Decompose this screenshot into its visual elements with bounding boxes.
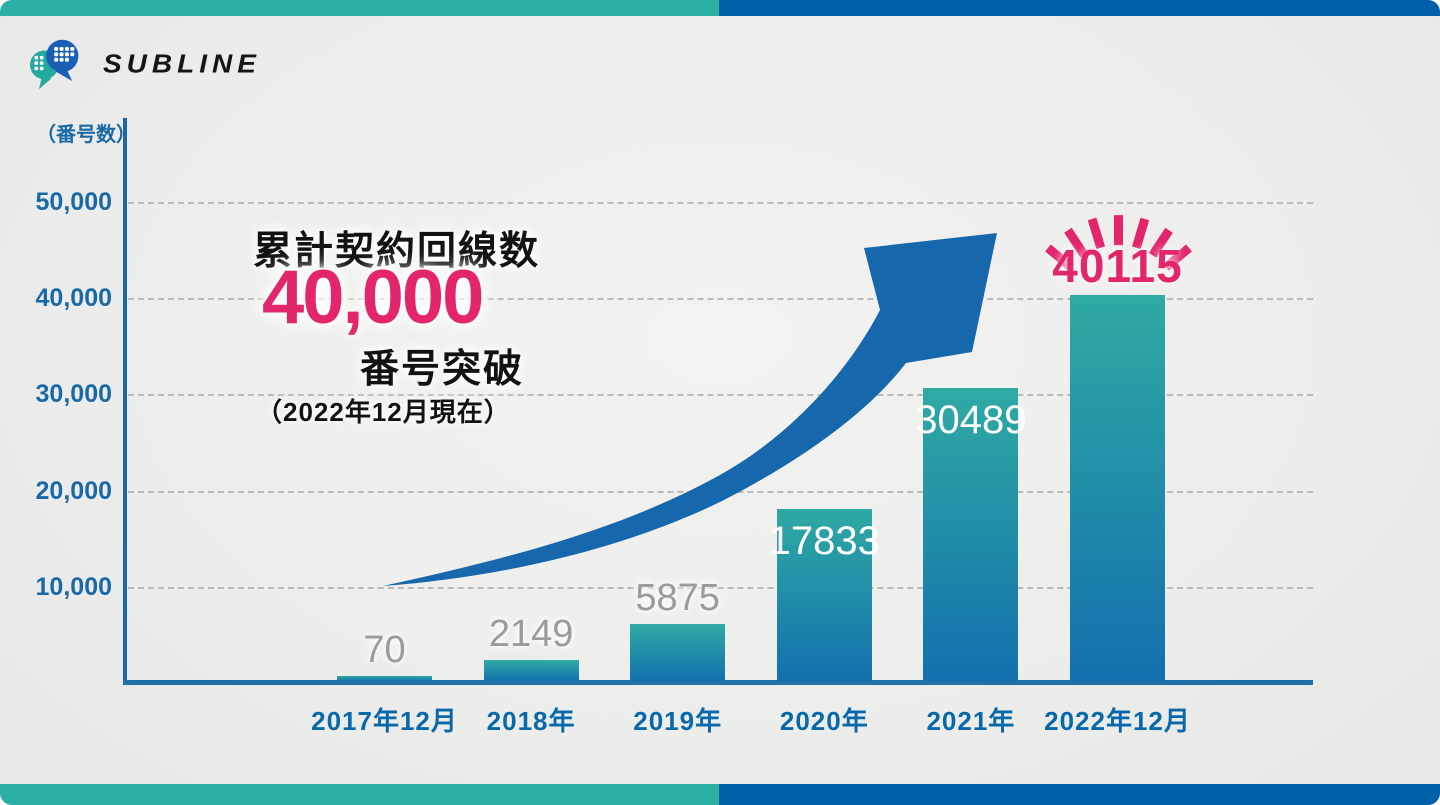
y-tick-label-50000: 50,000: [35, 188, 112, 216]
y-axis-unit-label: （番号数）: [36, 124, 136, 146]
x-tick-label-2018年: 2018年: [486, 706, 576, 736]
value-label-2022年12月: 40115: [1052, 240, 1183, 293]
annotation-highlight-number: 40,000: [262, 255, 484, 340]
bar-2017年12月: [337, 676, 432, 681]
speech-bubbles-keypad-icon: [30, 39, 79, 90]
bar-2019年: [630, 624, 726, 681]
bar-2022年12月: [1070, 295, 1165, 681]
gridline-50000: [128, 202, 1313, 204]
brand-name: SUBLINE: [103, 49, 261, 78]
top-strip-blue-segment: [719, 0, 1440, 16]
x-tick-label-2021年: 2021年: [926, 706, 1016, 736]
y-tick-label-10000: 10,000: [35, 572, 112, 601]
y-tick-label-30000: 30,000: [35, 380, 112, 409]
annotation-title: 累計契約回線数: [253, 230, 541, 273]
value-label-2019年: 5875: [635, 577, 720, 620]
bar-2018年: [483, 660, 579, 681]
x-tick-label-2017年12月: 2017年12月: [311, 706, 458, 736]
annotation-subtitle: 番号突破: [360, 348, 525, 391]
brand-logo: SUBLINE: [27, 38, 261, 90]
y-tick-label-20000: 20,000: [35, 476, 112, 505]
value-label-2021年: 30489: [915, 397, 1027, 442]
gridline-10000: [128, 586, 1313, 589]
x-tick-label-2022年12月: 2022年12月: [1044, 706, 1191, 736]
y-axis-line: [123, 118, 127, 685]
x-axis-line: [123, 680, 1313, 685]
bottom-strip-blue-segment: [719, 784, 1440, 805]
x-tick-label-2019年: 2019年: [633, 706, 723, 736]
top-brand-strip: [0, 0, 1440, 16]
value-label-2018年: 2149: [488, 613, 574, 656]
x-tick-label-2020年: 2020年: [779, 706, 869, 736]
annotation-date-note: （2022年12月現在）: [256, 397, 511, 427]
value-label-2017年12月: 70: [363, 629, 406, 671]
top-strip-teal-segment: [0, 0, 719, 16]
value-label-2020年: 17833: [768, 519, 880, 564]
bottom-brand-strip: [0, 784, 1440, 805]
bottom-strip-teal-segment: [0, 784, 719, 805]
y-tick-label-40000: 40,000: [35, 284, 112, 313]
